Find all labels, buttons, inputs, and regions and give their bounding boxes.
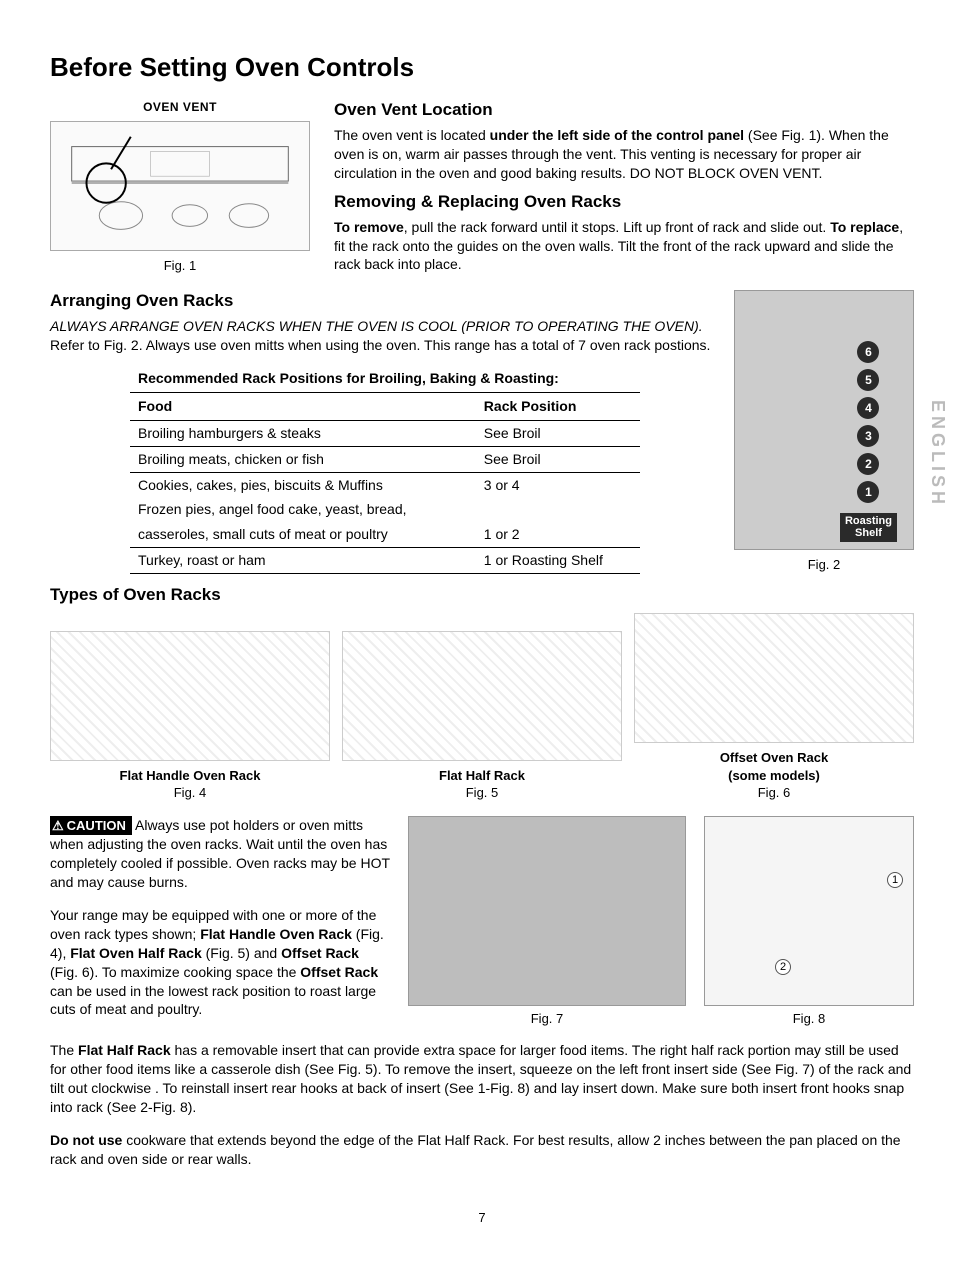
figure-7-image <box>408 816 686 1006</box>
figure-2: 6 5 4 3 2 1 Roasting Shelf Fig. 2 ENGLIS… <box>734 290 914 584</box>
rack-type-flat-half: Flat Half Rack Fig. 5 <box>342 631 622 802</box>
table-cell: Broiling hamburgers & steaks <box>130 420 476 446</box>
types-heading: Types of Oven Racks <box>50 584 914 607</box>
position-badge: 5 <box>857 369 879 391</box>
vent-heading: Oven Vent Location <box>334 99 914 122</box>
rack-label: Offset Oven Rack <box>634 749 914 767</box>
caution-p2: Your range may be equipped with one or m… <box>50 906 390 1019</box>
figure-1-image <box>50 121 310 251</box>
table-cell: 3 or 4 <box>476 472 640 497</box>
table-col-food: Food <box>130 392 476 420</box>
t: Flat Half Rack <box>78 1042 171 1058</box>
figure-1-caption: Fig. 1 <box>50 257 310 275</box>
arranging-left: Arranging Oven Racks ALWAYS ARRANGE OVEN… <box>50 290 718 584</box>
remove-heading: Removing & Replacing Oven Racks <box>334 191 914 214</box>
arranging-text: ALWAYS ARRANGE OVEN RACKS WHEN THE OVEN … <box>50 317 718 355</box>
figure-2-image: 6 5 4 3 2 1 Roasting Shelf <box>734 290 914 550</box>
rack-sublabel: (some models) <box>634 767 914 785</box>
figure-1-label: OVEN VENT <box>50 99 310 115</box>
position-badge: 3 <box>857 425 879 447</box>
figure-2-caption: Fig. 2 <box>734 556 914 574</box>
table-cell <box>476 497 640 522</box>
t: Offset Rack <box>300 964 378 980</box>
figure-8-caption: Fig. 8 <box>704 1010 914 1028</box>
roast-line1: Roasting <box>845 515 892 527</box>
vent-section: Oven Vent Location The oven vent is loca… <box>334 99 914 282</box>
vent-t1: The oven vent is located <box>334 127 490 143</box>
rack-caption: Fig. 5 <box>342 784 622 802</box>
table-cell: Frozen pies, angel food cake, yeast, bre… <box>130 497 476 522</box>
t: cookware that extends beyond the edge of… <box>50 1132 901 1167</box>
roasting-label: Roasting Shelf <box>840 513 897 541</box>
table-cell: casseroles, small cuts of meat or poultr… <box>130 522 476 547</box>
vent-text: The oven vent is located under the left … <box>334 126 914 183</box>
t: has a removable insert that can provide … <box>50 1042 911 1115</box>
position-badge: 6 <box>857 341 879 363</box>
rack-types-row: Flat Handle Oven Rack Fig. 4 Flat Half R… <box>50 613 914 802</box>
figure-2-badges: 6 5 4 3 2 1 Roasting Shelf <box>840 341 897 541</box>
caution-row: CAUTION Always use pot holders or oven m… <box>50 816 914 1028</box>
remove-text: To remove, pull the rack forward until i… <box>334 218 914 275</box>
rack-type-offset: Offset Oven Rack (some models) Fig. 6 <box>634 613 914 802</box>
caution-icon: CAUTION <box>50 816 132 836</box>
figure-1: OVEN VENT Fig. 1 <box>50 99 310 282</box>
t: Do not use <box>50 1132 122 1148</box>
rack-image <box>634 613 914 743</box>
remove-b1: To remove <box>334 219 404 235</box>
position-badge: 1 <box>857 481 879 503</box>
table-cell: Broiling meats, chicken or fish <box>130 446 476 472</box>
remove-b2: To replace <box>830 219 899 235</box>
figure-7-caption: Fig. 7 <box>408 1010 686 1028</box>
table-cell: Cookies, cakes, pies, biscuits & Muffins <box>130 472 476 497</box>
t: Flat Oven Half Rack <box>70 945 202 961</box>
t: Offset Rack <box>281 945 359 961</box>
rack-caption: Fig. 4 <box>50 784 330 802</box>
table-title: Recommended Rack Positions for Broiling,… <box>130 365 640 392</box>
arranging-heading: Arranging Oven Racks <box>50 290 718 313</box>
figure-8-image: 1 2 <box>704 816 914 1006</box>
table-cell: Turkey, roast or ham <box>130 548 476 574</box>
page-title: Before Setting Oven Controls <box>50 50 914 85</box>
t: Flat Handle Oven Rack <box>200 926 352 942</box>
table-cell: See Broil <box>476 420 640 446</box>
position-badge: 4 <box>857 397 879 419</box>
t: can be used in the lowest rack position … <box>50 983 376 1018</box>
rack-label: Flat Half Rack <box>342 767 622 785</box>
roast-line2: Shelf <box>845 527 892 539</box>
half-rack-text: The Flat Half Rack has a removable inser… <box>50 1041 914 1117</box>
donot-text: Do not use cookware that extends beyond … <box>50 1131 914 1169</box>
caution-p1: CAUTION Always use pot holders or oven m… <box>50 816 390 892</box>
remove-t1: , pull the rack forward until it stops. … <box>404 219 830 235</box>
t: (Fig. 6). To maximize cooking space the <box>50 964 300 980</box>
figure-8: 1 2 Fig. 8 <box>704 816 914 1028</box>
rack-label: Flat Handle Oven Rack <box>50 767 330 785</box>
t: (Fig. 5) and <box>202 945 281 961</box>
page-number: 7 <box>50 1209 914 1227</box>
rack-image <box>50 631 330 761</box>
rack-type-flat-handle: Flat Handle Oven Rack Fig. 4 <box>50 631 330 802</box>
english-tab: ENGLISH <box>926 400 950 508</box>
top-section: OVEN VENT Fig. 1 Oven Vent Location The … <box>50 99 914 282</box>
table-cell: See Broil <box>476 446 640 472</box>
arrange-rest: Refer to Fig. 2. Always use oven mitts w… <box>50 337 710 353</box>
arrange-italic: ALWAYS ARRANGE OVEN RACKS WHEN THE OVEN … <box>50 318 703 334</box>
callout-2: 2 <box>775 959 791 975</box>
t: The <box>50 1042 78 1058</box>
callout-1: 1 <box>887 872 903 888</box>
caution-text: CAUTION Always use pot holders or oven m… <box>50 816 390 1020</box>
table-cell: 1 or Roasting Shelf <box>476 548 640 574</box>
rack-image <box>342 631 622 761</box>
rack-position-table: Recommended Rack Positions for Broiling,… <box>130 365 640 574</box>
table-cell: 1 or 2 <box>476 522 640 547</box>
vent-bold: under the left side of the control panel <box>490 127 744 143</box>
arranging-section: Arranging Oven Racks ALWAYS ARRANGE OVEN… <box>50 290 914 584</box>
rack-caption: Fig. 6 <box>634 784 914 802</box>
figure-7: Fig. 7 <box>408 816 686 1028</box>
position-badge: 2 <box>857 453 879 475</box>
table-col-position: Rack Position <box>476 392 640 420</box>
